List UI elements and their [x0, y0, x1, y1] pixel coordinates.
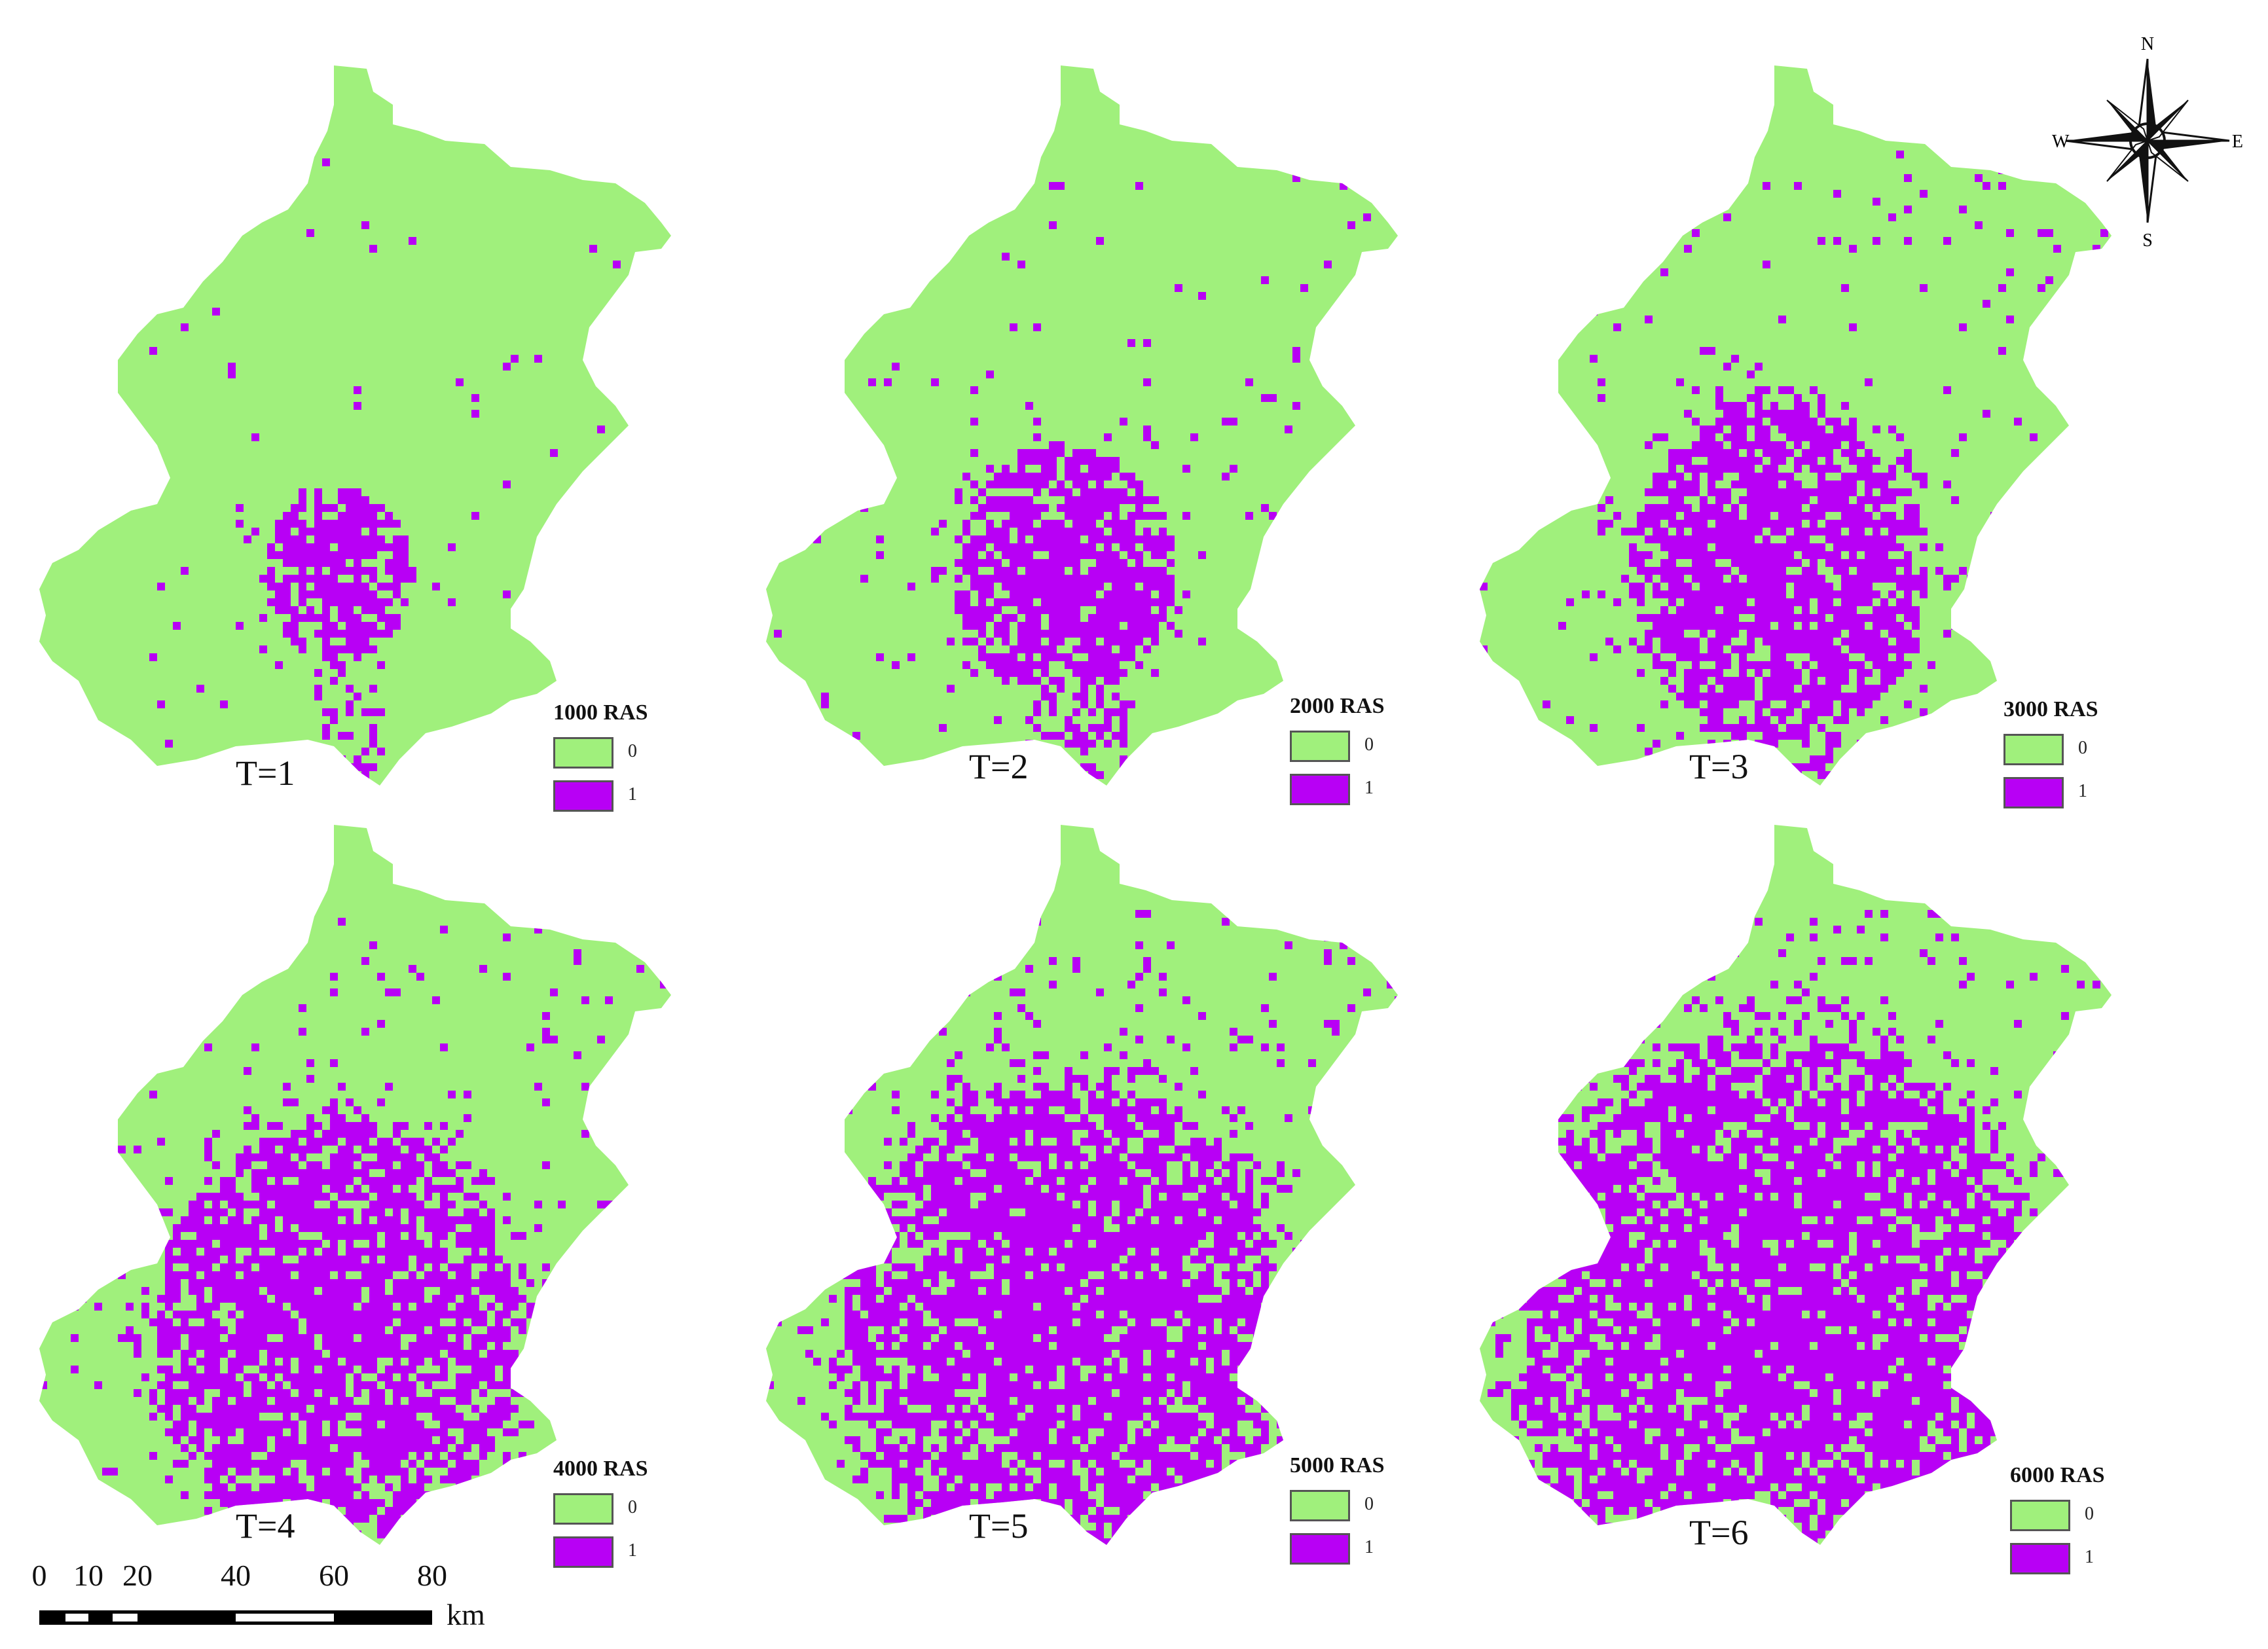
- beijing-map: [1480, 65, 2112, 786]
- compass-rose-icon: N S E W: [2049, 33, 2246, 251]
- legend-label-1: 1: [1364, 1537, 1374, 1557]
- beijing-map: [766, 65, 1398, 786]
- beijing-map: [39, 825, 671, 1545]
- legend-swatch-1: [553, 780, 613, 812]
- map-panel-5: T=5 5000 RAS 0 1: [753, 812, 1473, 1584]
- legend-swatch-0: [553, 737, 613, 769]
- compass-e: E: [2232, 132, 2243, 152]
- compass-w: W: [2052, 132, 2070, 152]
- legend-label-0: 0: [628, 1497, 637, 1517]
- scale-unit: km: [447, 1598, 485, 1631]
- legend-label-1: 1: [2085, 1547, 2094, 1567]
- time-step-label: T=1: [236, 753, 295, 793]
- map-panel-3: T=3 3000 RAS 0 1: [1467, 52, 2187, 825]
- beijing-map: [766, 825, 1398, 1545]
- legend-label-0: 0: [1364, 1494, 1374, 1514]
- urban-cells: [1480, 151, 2112, 786]
- compass-n: N: [2141, 34, 2154, 54]
- legend-label-1: 1: [1364, 778, 1374, 798]
- legend-swatch-0: [1290, 731, 1350, 762]
- legend-swatch-1: [1290, 774, 1350, 805]
- map-panel-2: T=2 2000 RAS 0 1: [753, 52, 1473, 825]
- legend-label-0: 0: [2085, 1504, 2094, 1524]
- time-step-label: T=3: [1689, 747, 1749, 786]
- time-step-label: T=4: [236, 1506, 295, 1546]
- scale-tick: 60: [319, 1559, 349, 1592]
- beijing-map: [39, 65, 671, 786]
- legend-swatch-0: [553, 1493, 613, 1525]
- legend-swatch-0: [1290, 1490, 1350, 1521]
- legend-label-0: 0: [2078, 738, 2087, 758]
- time-step-label: T=5: [969, 1506, 1029, 1546]
- legend-title: 4000 RAS: [553, 1457, 648, 1481]
- scale-tick: 40: [221, 1559, 251, 1592]
- legend-swatch-1: [1290, 1533, 1350, 1565]
- legend-swatch-1: [2003, 777, 2064, 808]
- legend-title: 2000 RAS: [1290, 694, 1385, 718]
- legend-swatch-1: [2010, 1543, 2070, 1574]
- scale-bar-graphic: [39, 1610, 432, 1625]
- legend-title: 1000 RAS: [553, 700, 648, 725]
- map-panel-6: T=6 6000 RAS 0 1: [1467, 812, 2187, 1584]
- scale-bar: 0 10 20 40 60 80 km: [32, 1558, 511, 1637]
- urban-cells: [39, 158, 671, 779]
- legend-swatch-0: [2010, 1500, 2070, 1531]
- scale-tick: 20: [122, 1559, 153, 1592]
- map-panel-4: T=4 4000 RAS 0 1: [26, 812, 746, 1584]
- compass-s: S: [2142, 230, 2153, 249]
- non-urban-area: [39, 65, 671, 786]
- legend-label-1: 1: [628, 1540, 637, 1561]
- non-urban-area: [766, 65, 1398, 786]
- legend-label-0: 0: [1364, 734, 1374, 755]
- legend-title: 5000 RAS: [1290, 1453, 1385, 1477]
- legend-label-1: 1: [628, 784, 637, 805]
- scale-tick: 10: [73, 1559, 103, 1592]
- legend-title: 6000 RAS: [2010, 1463, 2105, 1487]
- scale-tick: 80: [417, 1559, 447, 1592]
- legend-swatch-0: [2003, 734, 2064, 765]
- urban-cells: [39, 910, 671, 1545]
- beijing-map: [1480, 825, 2112, 1545]
- time-step-label: T=2: [969, 747, 1029, 786]
- time-step-label: T=6: [1689, 1513, 1749, 1552]
- legend-label-1: 1: [2078, 781, 2087, 801]
- legend-label-0: 0: [628, 741, 637, 761]
- legend-title: 3000 RAS: [2003, 697, 2098, 721]
- scale-tick: 0: [31, 1559, 47, 1592]
- legend-swatch-1: [553, 1536, 613, 1568]
- map-panel-1: T=1 1000 RAS 0 1: [26, 52, 746, 825]
